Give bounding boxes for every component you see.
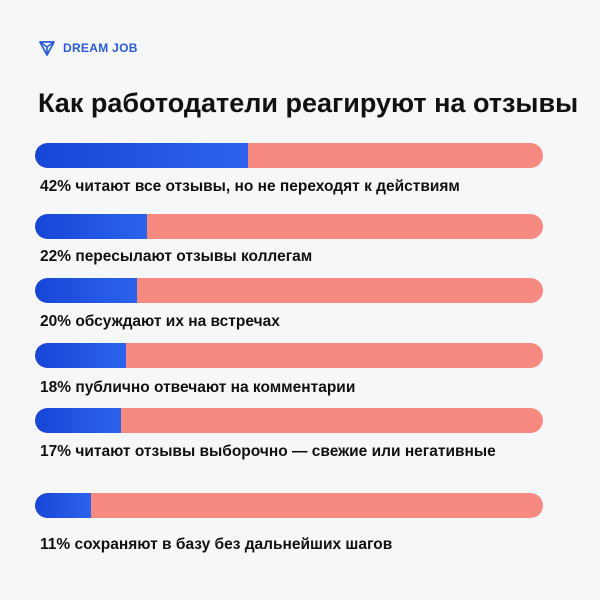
bar-label-6: 11% сохраняют в базу без дальнейших шаго… (40, 536, 393, 553)
bar-fill-1 (35, 143, 249, 168)
chart-title: Как работодатели реагируют на отзывы (38, 88, 579, 118)
bar-fill-6 (35, 493, 91, 518)
bar-track-6 (35, 493, 543, 518)
bar-label-4: 18% публично отвечают на комментарии (40, 379, 356, 396)
bar-track-1 (35, 143, 543, 168)
bar-label-1: 42% читают все отзывы, но не переходят к… (40, 178, 460, 195)
brand-name: DREAM JOB (63, 41, 138, 55)
bar-fill-2 (35, 214, 147, 239)
brand-logo: DREAM JOB (37, 38, 138, 58)
bar-fill-5 (35, 408, 122, 433)
bar-label-5: 17% читают отзывы выборочно — свежие или… (40, 443, 496, 460)
shield-icon (37, 38, 57, 58)
bar-label-3: 20% обсуждают их на встречах (40, 313, 280, 330)
bar-track-3 (35, 278, 543, 303)
bar-fill-4 (35, 343, 127, 368)
bar-fill-3 (35, 278, 137, 303)
bar-track-5 (35, 408, 543, 433)
bar-track-4 (35, 343, 543, 368)
bar-track-2 (35, 214, 543, 239)
bar-label-2: 22% пересылают отзывы коллегам (40, 248, 313, 265)
